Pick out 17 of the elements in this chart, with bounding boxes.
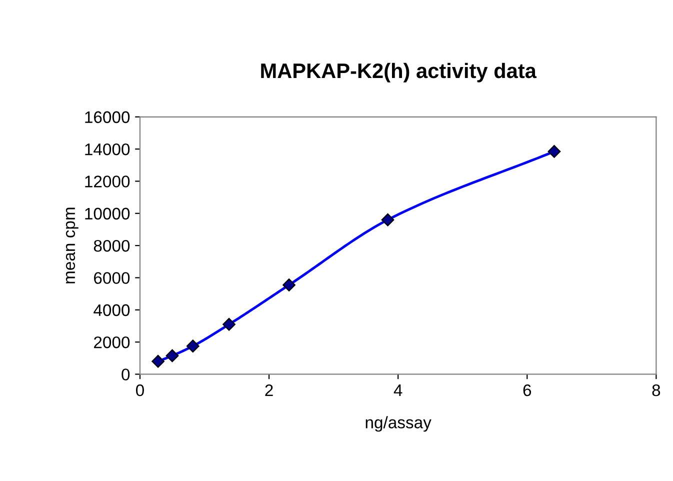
y-tick-label: 2000 [94, 336, 130, 348]
x-axis-title: ng/assay [366, 416, 432, 432]
y-tick-label: 16000 [85, 111, 130, 124]
y-tick-label: 8000 [94, 240, 130, 252]
x-tick-label: 2 [265, 384, 273, 396]
x-tick-label: 0 [136, 384, 144, 396]
x-tick-label: 4 [394, 384, 402, 396]
y-tick-label: 4000 [94, 304, 130, 316]
y-tick-label: 0 [122, 368, 130, 380]
y-tick-label: 14000 [85, 143, 130, 156]
x-tick-label: 8 [652, 384, 660, 396]
y-tick-label: 10000 [85, 208, 130, 220]
y-tick-label: 12000 [85, 176, 130, 188]
x-tick-label: 6 [523, 384, 532, 396]
y-axis-title: mean cpm [66, 208, 78, 284]
y-tick-label: 6000 [94, 272, 130, 284]
chart-title: MAPKAP-K2(h) activity data [261, 62, 537, 82]
